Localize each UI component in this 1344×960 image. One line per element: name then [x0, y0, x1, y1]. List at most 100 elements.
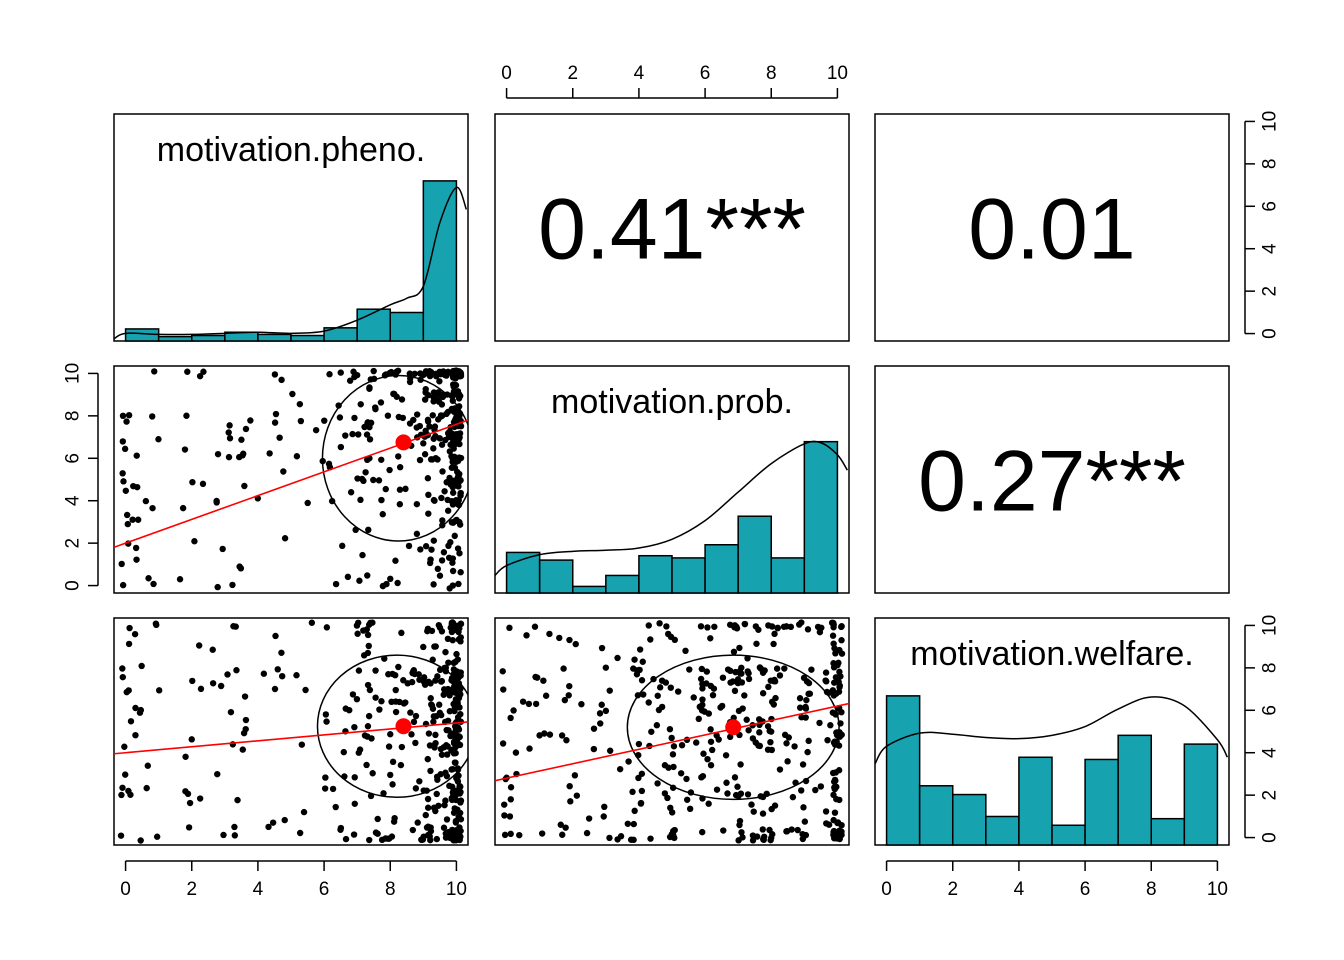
scatter-point [629, 788, 636, 796]
scatter-point [374, 830, 381, 837]
scatter-point [344, 573, 352, 581]
scatter-point [281, 816, 288, 824]
scatter-point [271, 371, 279, 378]
scatter-point [326, 371, 333, 378]
scatter-point [450, 700, 457, 708]
scatter-point [271, 685, 279, 693]
scatter-point [449, 555, 457, 562]
scatter-point [387, 731, 394, 738]
correlation-ellipse [316, 654, 468, 798]
scatter-point [278, 672, 286, 680]
scatter-point [420, 643, 427, 651]
scatter-point [822, 677, 829, 684]
scatter-point [455, 456, 462, 463]
scatter-point [666, 725, 674, 733]
scatter-point [667, 804, 674, 812]
mean-point [395, 434, 412, 451]
scatter-point [741, 692, 748, 699]
scatter-point [501, 831, 509, 839]
scatter-point [449, 636, 456, 644]
scatter-point [213, 499, 220, 506]
scatter-point [538, 830, 546, 837]
scatter-point [507, 796, 514, 803]
scatter-point [438, 678, 445, 685]
scatter-point [639, 658, 646, 665]
scatter-point [337, 443, 345, 451]
axis-tick-label: 10 [1207, 879, 1228, 900]
scatter-point [824, 736, 831, 744]
scatter-point [209, 646, 216, 653]
scatter-point [452, 817, 460, 825]
histogram-bar [605, 574, 640, 594]
scatter-point [417, 546, 424, 553]
scatter-point [217, 682, 225, 690]
scatter-point [149, 413, 156, 420]
scatter-point [771, 630, 778, 638]
scatter-point [432, 643, 439, 650]
scatter-point [182, 753, 189, 760]
scatter-point [743, 716, 750, 723]
scatter-point [457, 569, 464, 576]
scatter-point [121, 743, 128, 750]
scatter-point [424, 627, 431, 635]
scatter-point [830, 624, 837, 631]
scatter-point [645, 699, 652, 706]
scatter-point [745, 675, 753, 683]
scatter-point [353, 695, 361, 703]
scatter-point [355, 667, 363, 674]
scatter-point [229, 581, 236, 589]
scatter-point [432, 731, 439, 739]
scatter-point [738, 829, 745, 836]
panel-frame-r2-c3 [874, 365, 1230, 594]
histogram-bar [538, 559, 574, 594]
scatter-point [143, 784, 150, 792]
scatter-point [365, 526, 372, 534]
scatter-point [759, 690, 767, 697]
scatter-point [443, 751, 451, 758]
scatter-point [674, 688, 682, 695]
scatter-point [392, 557, 399, 564]
scatter-point [404, 680, 411, 687]
scatter-point [836, 684, 843, 691]
scatter-point [453, 650, 460, 658]
scatter-point [366, 686, 374, 694]
scatter-point [546, 731, 554, 738]
scatter-point [816, 628, 824, 636]
scatter-point [176, 576, 184, 583]
scatter-point [450, 445, 457, 452]
scatter-point [276, 434, 283, 441]
density-curve [494, 440, 848, 577]
scatter-point [450, 383, 457, 390]
scatter-point [425, 831, 432, 839]
scatter-point [768, 805, 775, 813]
scatter-point [764, 723, 772, 730]
scatter-point [370, 367, 377, 375]
scatter-point [572, 640, 579, 648]
scatter-point [736, 644, 743, 652]
scatter-point [392, 698, 399, 705]
scatter-point [707, 635, 714, 642]
scatter-point [396, 501, 404, 508]
scatter-point [398, 743, 406, 751]
scatter-point [759, 810, 767, 817]
scatter-point [666, 833, 674, 841]
scatter-point [454, 656, 461, 663]
scatter-point [349, 430, 356, 438]
scatter-point [731, 622, 739, 629]
scatter-point [446, 474, 453, 482]
scatter-point [452, 696, 460, 703]
scatter-point [420, 371, 427, 378]
scatter-point [726, 733, 734, 741]
scatter-point [121, 445, 129, 453]
scatter-point [354, 630, 361, 637]
scatter-point [153, 621, 160, 629]
scatter-point [802, 831, 810, 839]
scatter-point [449, 567, 457, 575]
scatter-point [831, 809, 839, 816]
scatter-point [838, 637, 845, 644]
histogram-bar [571, 585, 607, 594]
scatter-point [670, 743, 678, 750]
scatter-point [516, 831, 523, 839]
scatter-point [822, 669, 830, 676]
scatter-point [686, 805, 694, 813]
